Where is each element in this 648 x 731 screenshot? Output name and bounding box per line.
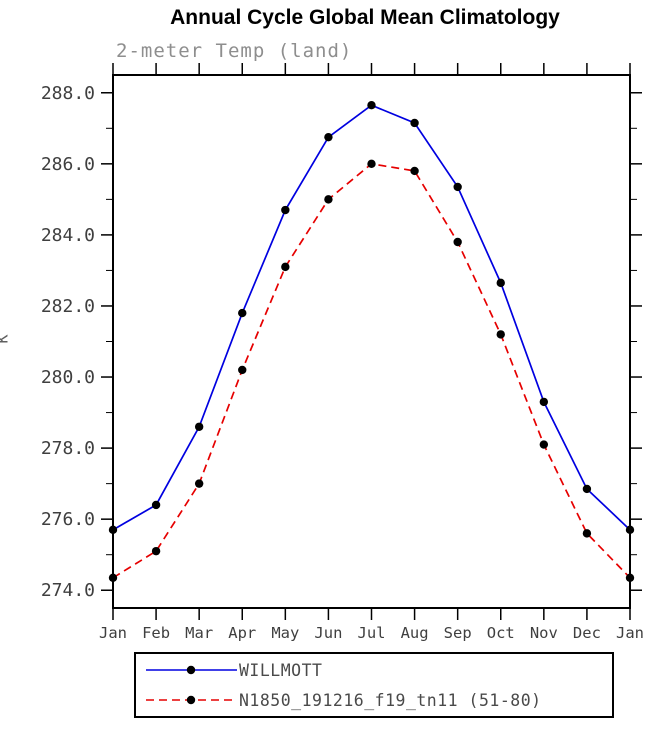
legend-label-willmott: WILLMOTT <box>239 660 323 680</box>
svg-text:288.0: 288.0 <box>41 83 95 104</box>
svg-text:May: May <box>271 624 299 642</box>
svg-text:Feb: Feb <box>142 624 170 642</box>
svg-text:Jul: Jul <box>358 624 386 642</box>
svg-text:286.0: 286.0 <box>41 154 95 175</box>
svg-text:284.0: 284.0 <box>41 225 95 246</box>
plot-area: Jan Feb Mar Apr May Jun Jul Aug Sep Oct Nov Dec Jan 2… <box>41 63 644 642</box>
legend-line-sample-n1850 <box>146 695 237 705</box>
svg-text:Sep: Sep <box>444 624 472 642</box>
svg-text:Nov: Nov <box>530 624 558 642</box>
chart-subtitle: 2-meter Temp (land) <box>116 40 353 62</box>
svg-text:Apr: Apr <box>228 624 256 642</box>
svg-text:Oct: Oct <box>487 624 515 642</box>
svg-text:Jan: Jan <box>99 624 127 642</box>
legend-line-sample-willmott <box>146 665 237 675</box>
legend-item-n1850: N1850_191216_f19_tn11 (51-80) <box>144 686 612 714</box>
svg-text:278.0: 278.0 <box>41 438 95 459</box>
legend-item-willmott: WILLMOTT <box>144 656 612 684</box>
svg-text:Aug: Aug <box>401 624 429 642</box>
svg-text:Mar: Mar <box>185 624 213 642</box>
svg-text:282.0: 282.0 <box>41 296 95 317</box>
svg-text:274.0: 274.0 <box>41 580 95 601</box>
svg-text:Dec: Dec <box>573 624 601 642</box>
legend: WILLMOTT N1850_191216_f19_tn11 (51-80) <box>134 652 614 718</box>
svg-text:276.0: 276.0 <box>41 509 95 530</box>
legend-label-n1850: N1850_191216_f19_tn11 (51-80) <box>239 690 542 710</box>
svg-text:Jan: Jan <box>616 624 644 642</box>
chart-title: Annual Cycle Global Mean Climatology <box>170 6 560 29</box>
svg-text:280.0: 280.0 <box>41 367 95 388</box>
svg-text:Jun: Jun <box>314 624 342 642</box>
